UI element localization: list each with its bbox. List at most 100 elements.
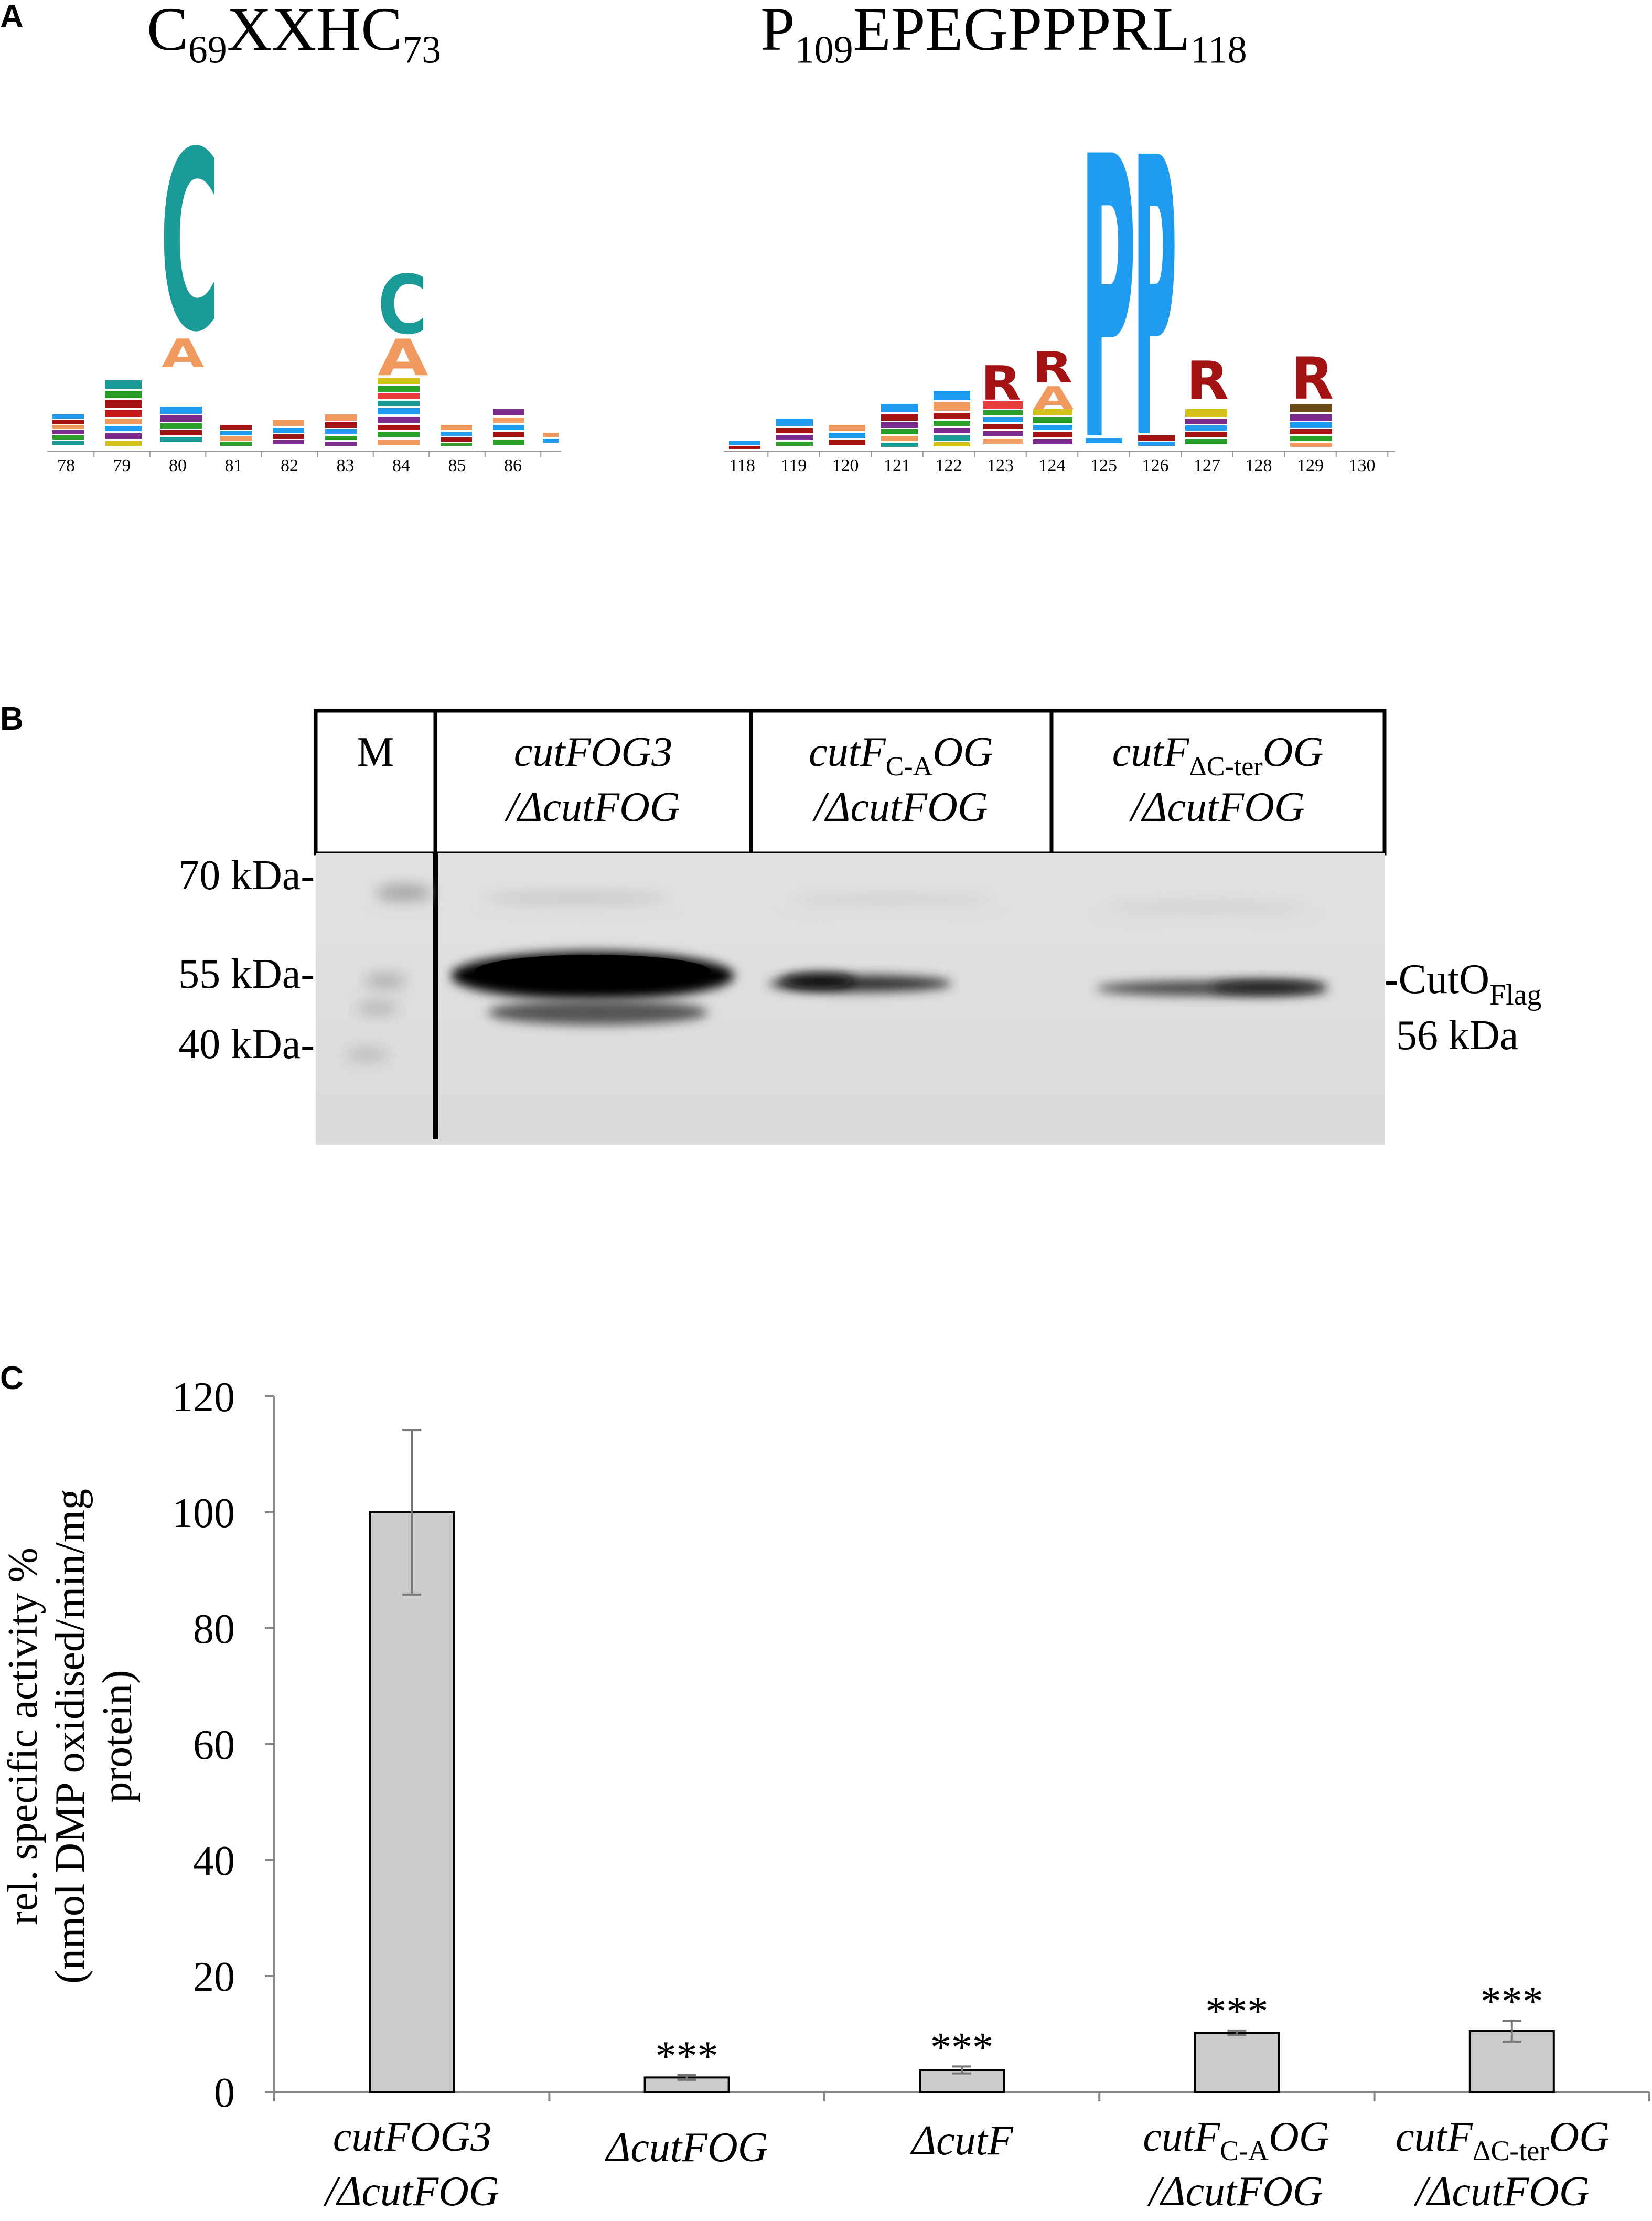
motif1-num-end: 73: [402, 28, 442, 72]
lane3-post: OG: [1263, 729, 1324, 775]
x-label-4-sub: ΔC-ter: [1473, 2135, 1549, 2166]
logo2-letter-p-125: P: [1080, 75, 1136, 488]
band-label-main: -CutO: [1385, 956, 1489, 1002]
x-label-1-line1: ΔcutFOG: [604, 2124, 768, 2171]
lane-label-cutf-dcter-line1: cutFΔC-terOG: [1112, 729, 1323, 782]
x-label-0-line1: cutFOG3: [333, 2114, 491, 2160]
band-label-cutoflag: -CutOFlag: [1385, 956, 1542, 1011]
y-axis-title-line3: protein): [94, 1670, 141, 1802]
marker-40kda: 40 kDa-: [178, 1021, 315, 1067]
lane-label-cutfog3-line2: /ΔcutFOG: [504, 784, 680, 830]
logo1-axis-labels: 78 79 80 81 82 83 84 85 86: [57, 451, 542, 475]
marker-70kda: 70 kDa-: [178, 852, 315, 899]
x-axis-ticks: [273, 2092, 1650, 2101]
logo2-pos-118: 118: [729, 456, 755, 475]
motif2-residue-start: P: [760, 0, 795, 63]
motif-title-proline-rich: P109EPEGPPPRL118: [760, 0, 1247, 73]
significance-2: ***: [930, 2024, 993, 2070]
x-label-2-line1: ΔcutF: [910, 2118, 1014, 2164]
motif2-num-start: 109: [795, 28, 853, 72]
sequence-logo-2: R R A P P R R 118 119 120 121 122 123 124 125 12…: [724, 75, 1395, 488]
lane-label-cutf-dcter-line2: /ΔcutFOG: [1129, 784, 1304, 830]
significance-1: ***: [656, 2033, 718, 2079]
logo1-pos-80: 80: [169, 456, 187, 475]
y-tick-label-0: 0: [214, 2070, 235, 2116]
lane3-sub: ΔC-ter: [1189, 752, 1262, 782]
motif2-middle: EPEGPPPRL: [853, 0, 1190, 63]
logo2-letter-a-124: A: [1033, 380, 1074, 417]
y-tick-label-80: 80: [193, 1606, 235, 1652]
logo1-pos-79: 79: [113, 456, 131, 475]
significance-marks: *** *** *** ***: [656, 1979, 1543, 2079]
logo1-pos-83: 83: [337, 456, 355, 475]
logo1-letter-a-80: A: [162, 330, 205, 377]
lane2-sub: C-A: [886, 752, 933, 782]
logo2-pos-126: 126: [1142, 456, 1169, 475]
logo2-pos-127: 127: [1194, 456, 1220, 475]
logo1-letter-c-80: C: [160, 99, 220, 387]
y-axis-title-line2: (nmol DMP oxidised/min/mg: [47, 1489, 93, 1984]
y-tick-label-40: 40: [193, 1838, 235, 1884]
significance-4: ***: [1481, 1979, 1543, 2025]
motif-title-cxxhc: C69XXHC73: [147, 0, 441, 73]
logo1-letter-c-84: C: [378, 258, 427, 353]
y-tick-label-60: 60: [193, 1722, 235, 1768]
motif1-middle: XXHC: [227, 0, 403, 63]
band-label-sub: Flag: [1489, 979, 1542, 1011]
y-tick-label-20: 20: [193, 1954, 235, 2000]
activity-bar-chart: rel. specific activity % (nmol DMP oxidi…: [0, 1374, 1650, 2215]
band-lane-cutf-c-a: [768, 974, 952, 992]
marker-55kda: 55 kDa-: [178, 951, 315, 997]
logo2-letter-r-124: R: [1032, 344, 1072, 392]
logo2-pos-124: 124: [1039, 456, 1066, 475]
motif2-num-end: 118: [1190, 28, 1247, 72]
y-axis-title-line1: rel. specific activity %: [0, 1547, 46, 1925]
x-label-0-line2: /ΔcutFOG: [323, 2169, 499, 2215]
band-lane-cutfog3: [451, 952, 734, 1025]
logo2-pos-122: 122: [936, 456, 962, 475]
x-label-3-line1: cutFC-AOG: [1143, 2114, 1329, 2166]
logo2-pos-121: 121: [884, 456, 910, 475]
logo2-pos-119: 119: [781, 456, 807, 475]
lane2-pre: cutF: [809, 729, 886, 775]
logo1-letter-a-84: A: [378, 329, 428, 387]
significance-3: ***: [1205, 1989, 1268, 2035]
panel-c-letter: C: [0, 1360, 24, 1396]
y-axis-ticks: 0 20 40 60 80 100 120: [172, 1374, 274, 2116]
x-label-3-sub: C-A: [1220, 2135, 1269, 2166]
lane3-pre: cutF: [1112, 729, 1190, 775]
logo1-pos-78: 78: [57, 456, 75, 475]
x-label-4-line2: /ΔcutFOG: [1413, 2169, 1589, 2215]
bars: [369, 1511, 1555, 2094]
logo1-small-letters: [52, 378, 559, 446]
panel-b-letter: B: [0, 701, 24, 737]
logo2-small-letters: [729, 391, 1332, 449]
logo1-pos-84: 84: [392, 456, 410, 475]
western-blot: M cutFOG3 /ΔcutFOG cutFC-AOG /ΔcutFOG cu…: [178, 709, 1542, 1145]
logo1-pos-81: 81: [225, 456, 243, 475]
x-axis-labels: cutFOG3 /ΔcutFOG ΔcutFOG ΔcutF cutFC-AOG…: [323, 2114, 1610, 2215]
motif1-residue-start: C: [147, 0, 188, 63]
lane-label-cutf-c-a-line2: /ΔcutFOG: [812, 784, 988, 830]
logo2-letter-p-126: P: [1133, 78, 1177, 488]
bar-3: [1194, 2032, 1280, 2094]
logo2-axis-labels: 118 119 120 121 122 123 124 125 126 127 128 129 130: [729, 451, 1389, 475]
band-label-size: 56 kDa: [1396, 1012, 1518, 1059]
panel-a-letter: A: [0, 0, 24, 35]
lane-label-cutf-c-a-line1: cutFC-AOG: [809, 729, 993, 782]
lane-label-marker: M: [357, 729, 394, 775]
logo2-pos-129: 129: [1297, 456, 1324, 475]
x-label-3-line2: /ΔcutFOG: [1147, 2169, 1323, 2215]
logo1-pos-82: 82: [281, 456, 298, 475]
lane2-post: OG: [932, 729, 993, 775]
x-label-4-post: OG: [1549, 2114, 1610, 2160]
logo2-letter-r-127: R: [1186, 350, 1229, 411]
lane-label-cutfog3-line1: cutFOG3: [514, 729, 672, 775]
logo1-pos-86: 86: [504, 456, 522, 475]
x-label-3-pre: cutF: [1143, 2114, 1220, 2160]
blot-header-box: [314, 709, 1387, 856]
x-label-3-post: OG: [1269, 2114, 1329, 2160]
logo2-pos-128: 128: [1246, 456, 1272, 475]
x-label-4-line1: cutFΔC-terOG: [1396, 2114, 1610, 2166]
logo2-pos-125: 125: [1090, 456, 1117, 475]
